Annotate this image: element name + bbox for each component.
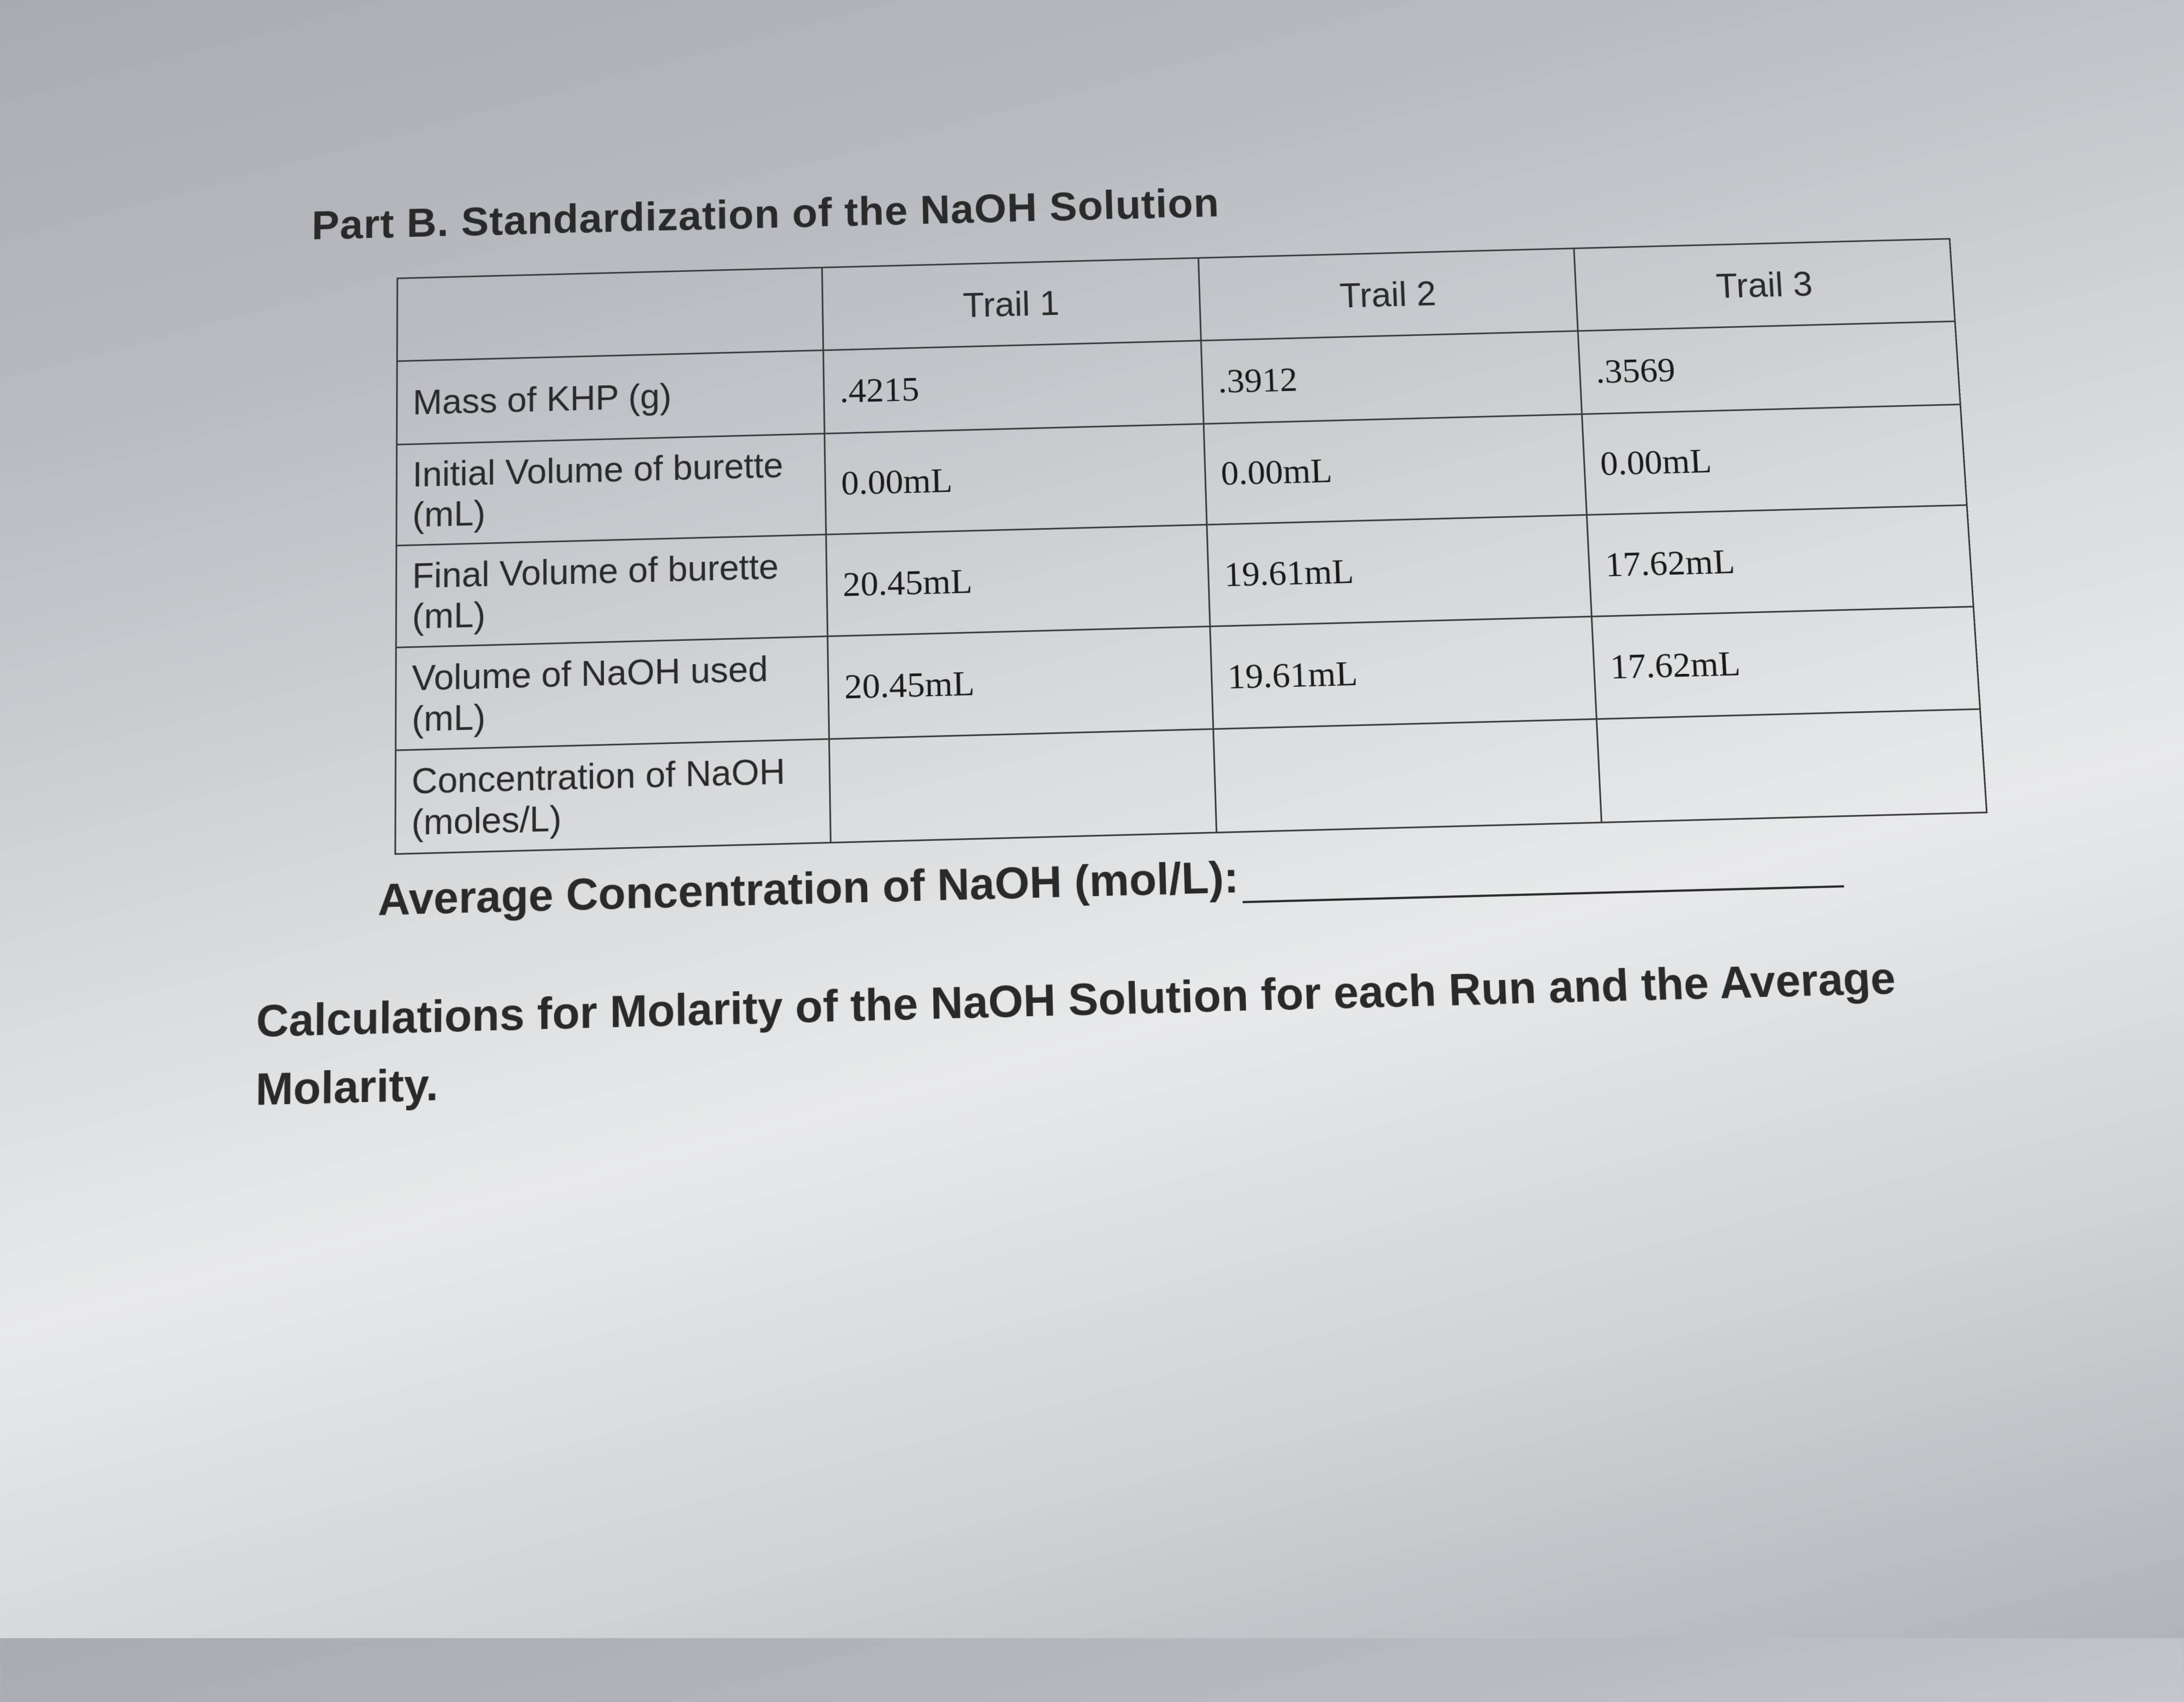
cell-init-t2: 0.00mL xyxy=(1204,414,1587,525)
header-trail-2: Trail 2 xyxy=(1198,248,1578,340)
cell-final-t3: 17.62mL xyxy=(1587,505,1974,616)
header-blank xyxy=(397,268,823,361)
cell-conc-t1 xyxy=(829,729,1217,843)
cell-used-t2: 19.61mL xyxy=(1210,616,1597,729)
cell-mass-t2: .3912 xyxy=(1201,331,1582,424)
row-label-final-vol: Final Volume of burette (mL) xyxy=(396,535,828,648)
row-label-mass-khp: Mass of KHP (g) xyxy=(396,350,824,445)
cell-conc-t2 xyxy=(1213,719,1602,833)
row-label-conc-naoh: Concentration of NaOH (moles/L) xyxy=(395,739,831,854)
cell-mass-t1: .4215 xyxy=(823,341,1204,434)
cell-final-t1: 20.45mL xyxy=(826,525,1210,636)
row-label-vol-naoh: Volume of NaOH used (mL) xyxy=(395,636,829,750)
cell-conc-t3 xyxy=(1597,709,1987,822)
standardization-table: Trail 1 Trail 2 Trail 3 Mass of KHP (g) … xyxy=(394,238,1987,855)
average-blank xyxy=(1243,885,1844,903)
calculations-prompt: Calculations for Molarity of the NaOH So… xyxy=(255,940,2076,1124)
row-label-initial-vol: Initial Volume of burette (mL) xyxy=(396,433,826,545)
cell-used-t1: 20.45mL xyxy=(828,626,1213,739)
average-concentration-line: Average Concentration of NaOH (mol/L): xyxy=(378,836,1844,926)
cell-used-t3: 17.62mL xyxy=(1592,607,1980,719)
header-trail-3: Trail 3 xyxy=(1574,239,1955,331)
header-trail-1: Trail 1 xyxy=(822,258,1201,350)
average-label: Average Concentration of NaOH (mol/L): xyxy=(378,853,1239,925)
cell-init-t1: 0.00mL xyxy=(824,424,1206,534)
section-title: Part B. Standardization of the NaOH Solu… xyxy=(311,179,1220,249)
cell-final-t2: 19.61mL xyxy=(1207,515,1592,626)
cell-mass-t3: .3569 xyxy=(1578,321,1960,414)
worksheet-page: Part B. Standardization of the NaOH Solu… xyxy=(0,0,2184,1702)
cell-init-t3: 0.00mL xyxy=(1582,405,1967,515)
